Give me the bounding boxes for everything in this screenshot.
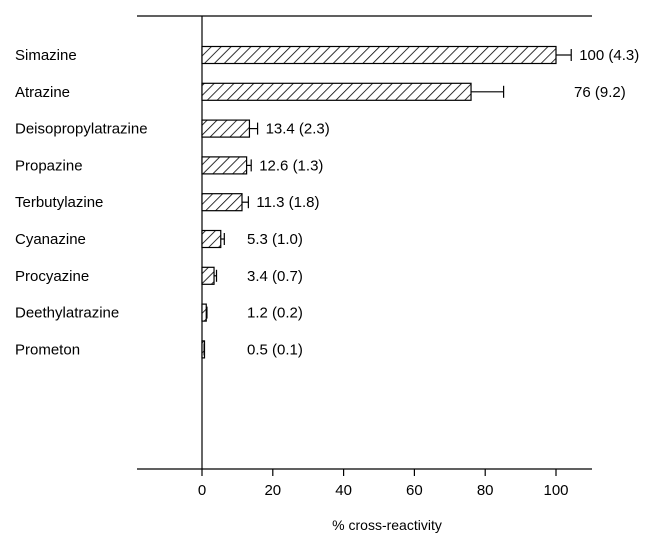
- error-bar: [556, 49, 572, 61]
- data-label: 3.4 (0.7): [247, 268, 303, 285]
- x-tick-label: 20: [264, 482, 281, 499]
- bar: [201, 119, 251, 138]
- data-label: 5.3 (1.0): [247, 231, 303, 248]
- data-label: 100 (4.3): [579, 47, 639, 64]
- category-label: Terbutylazine: [15, 194, 103, 211]
- bar-series: [201, 45, 572, 359]
- category-label: Deethylatrazine: [15, 305, 119, 322]
- category-labels: Simazine Atrazine Deisopropylatrazine Propa…: [15, 47, 148, 358]
- category-label: Deisopropylatrazine: [15, 121, 148, 138]
- bar: [201, 82, 472, 101]
- x-axis-title: % cross-reactivity: [332, 517, 442, 533]
- x-tick-label: 60: [406, 482, 423, 499]
- x-tick-label: 100: [543, 482, 568, 499]
- value-labels: 100 (4.3) 76 (9.2) 13.4 (2.3) 12.6 (1.3) 11.…: [247, 47, 639, 358]
- data-label: 0.5 (0.1): [247, 341, 303, 358]
- bar: [201, 266, 215, 285]
- x-tick-label: 0: [198, 482, 206, 499]
- category-label: Prometon: [15, 341, 80, 358]
- error-bar: [206, 306, 208, 319]
- data-label: 76 (9.2): [574, 84, 626, 101]
- error-bar: [249, 122, 259, 135]
- x-axis-ticks: 0 20 40 60 80 100: [198, 469, 569, 499]
- bar: [201, 229, 222, 249]
- bar: [201, 45, 557, 65]
- bar: [201, 193, 243, 212]
- error-bar: [246, 159, 252, 172]
- bar: [201, 303, 207, 322]
- x-tick-label: 80: [477, 482, 494, 499]
- category-label: Simazine: [15, 47, 77, 64]
- error-bar: [220, 233, 225, 245]
- category-label: Propazine: [15, 157, 83, 174]
- error-bar: [214, 269, 218, 282]
- bar: [201, 156, 248, 175]
- data-label: 1.2 (0.2): [247, 305, 303, 322]
- category-label: Procyazine: [15, 268, 89, 285]
- error-bar: [242, 196, 249, 209]
- category-label: Atrazine: [15, 84, 70, 101]
- data-label: 11.3 (1.8): [256, 194, 319, 211]
- error-bar: [471, 85, 505, 98]
- data-label: 13.4 (2.3): [266, 121, 330, 138]
- x-tick-label: 40: [335, 482, 352, 499]
- data-label: 12.6 (1.3): [259, 157, 323, 174]
- category-label: Cyanazine: [15, 231, 86, 248]
